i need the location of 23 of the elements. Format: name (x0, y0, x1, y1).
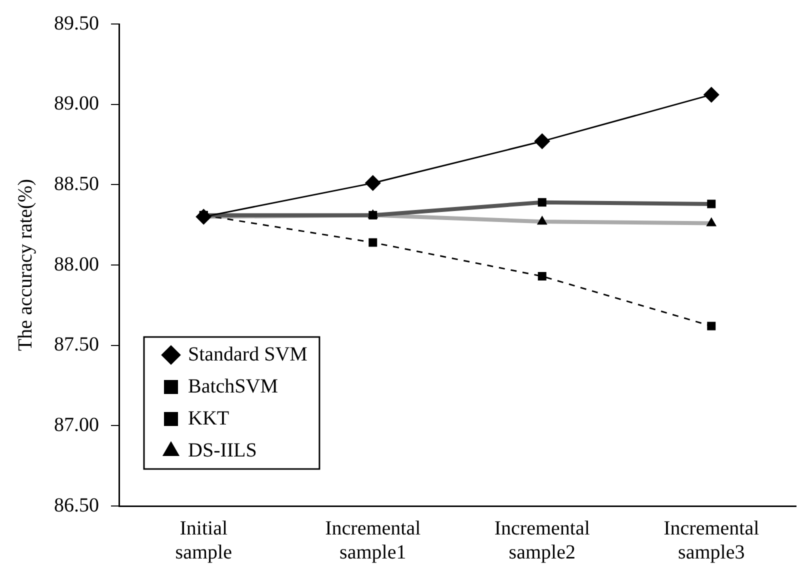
x-tick-label: Incremental sample1 (325, 517, 422, 564)
point (703, 86, 720, 103)
x-tick-label: Incremental sample2 (494, 517, 590, 564)
legend-label: BatchSVM (188, 375, 278, 398)
y-tick-label: 89.50 (54, 12, 99, 34)
x-tick-label: Initial sample (175, 517, 232, 564)
y-tick-label: 88.00 (54, 253, 99, 276)
point (368, 238, 378, 247)
legend-label: DS-IILS (188, 439, 257, 462)
point (534, 133, 550, 150)
y-tick-label: 87.00 (54, 414, 99, 436)
y-tick-label: 87.50 (54, 334, 99, 356)
legend-label: Standard SVM (188, 343, 308, 366)
y-tick-label: 86.50 (54, 494, 99, 516)
point (707, 322, 716, 330)
y-tick-label: 89.00 (54, 92, 99, 115)
point (364, 175, 381, 192)
y-tick-label: 88.50 (54, 172, 99, 195)
x-tick-label: Incremental sample3 (664, 517, 760, 564)
legend-label: KKT (188, 407, 230, 430)
y-axis-title: The accuracy rate(%) (14, 178, 36, 352)
point (538, 272, 546, 280)
point (196, 208, 212, 225)
